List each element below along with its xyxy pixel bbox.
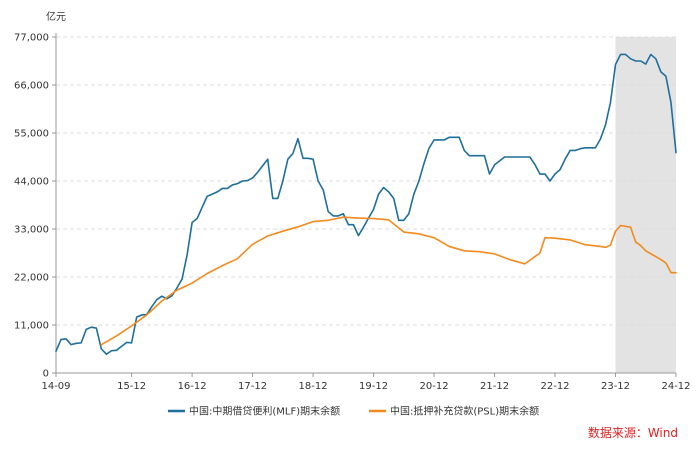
y-tick-label: 0: [43, 369, 49, 380]
y-tick-label: 33,000: [14, 225, 49, 236]
legend-label: 中国:中期借贷便利(MLF)期末余额: [189, 405, 340, 418]
y-tick-label: 11,000: [14, 321, 49, 332]
x-tick-label: 14-09: [41, 381, 70, 392]
y-tick-label: 22,000: [14, 273, 49, 284]
y-tick-label: 77,000: [14, 33, 49, 44]
x-tick-label: 17-12: [238, 381, 267, 392]
x-tick-label: 21-12: [480, 381, 509, 392]
y-tick-label: 55,000: [14, 129, 49, 140]
y-axis-unit: 亿元: [46, 10, 66, 23]
x-tick-label: 20-12: [420, 381, 449, 392]
legend-label: 中国:抵押补充贷款(PSL)期末余额: [390, 405, 539, 418]
x-tick-label: 18-12: [299, 381, 328, 392]
y-tick-label: 44,000: [14, 177, 49, 188]
series-line-psl: [100, 216, 677, 346]
x-tick-label: 23-12: [601, 381, 630, 392]
x-tick-label: 15-12: [117, 381, 146, 392]
x-tick-label: 16-12: [178, 381, 207, 392]
x-tick-label: 22-12: [540, 381, 569, 392]
x-tick-label: 24-12: [661, 381, 690, 392]
shaded-period: [615, 37, 676, 373]
y-tick-label: 66,000: [14, 81, 49, 92]
x-tick-label: 19-12: [359, 381, 388, 392]
series-line-mlf: [55, 53, 677, 356]
source-note: 数据来源：Wind: [587, 426, 678, 440]
